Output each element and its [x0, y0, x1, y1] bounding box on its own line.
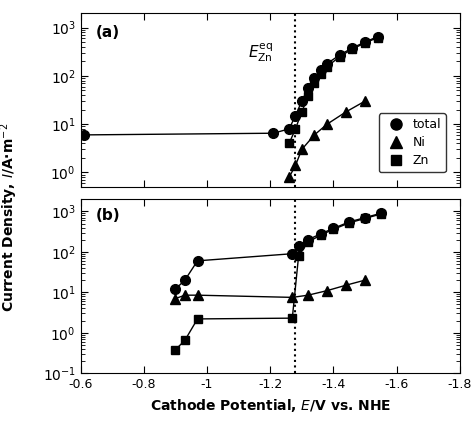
X-axis label: Cathode Potential, $E$/V vs. NHE: Cathode Potential, $E$/V vs. NHE	[150, 397, 391, 414]
Legend: total, Ni, Zn: total, Ni, Zn	[379, 113, 446, 172]
Text: (b): (b)	[96, 208, 120, 223]
Text: Current Density, $I$/A·m$^{-2}$: Current Density, $I$/A·m$^{-2}$	[0, 122, 20, 312]
Text: (a): (a)	[96, 25, 120, 40]
Text: $E_{\rm Zn}^{\rm eq}$: $E_{\rm Zn}^{\rm eq}$	[248, 42, 273, 64]
